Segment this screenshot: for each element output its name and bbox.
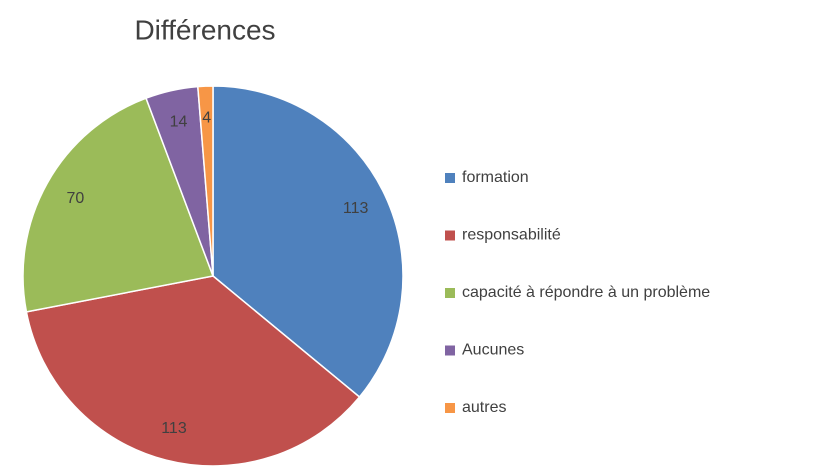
legend-swatch bbox=[445, 173, 455, 183]
data-label: 70 bbox=[66, 190, 84, 207]
chart-title: Différences bbox=[134, 14, 275, 45]
legend-label: responsabilité bbox=[462, 227, 561, 244]
legend-swatch bbox=[445, 230, 455, 241]
pie-slice bbox=[212, 85, 404, 399]
legend-label: Aucunes bbox=[462, 342, 524, 359]
legend-label: capacité à répondre à un problème bbox=[462, 284, 710, 301]
data-label: 113 bbox=[161, 420, 187, 437]
data-label: 14 bbox=[170, 113, 188, 130]
legend-swatch bbox=[445, 345, 455, 356]
legend-swatch bbox=[445, 403, 455, 413]
legend-label: formation bbox=[462, 169, 529, 186]
data-label: 113 bbox=[343, 200, 369, 217]
data-label: 4 bbox=[202, 110, 211, 127]
legend-label: autres bbox=[462, 399, 506, 416]
pie-slice bbox=[197, 85, 214, 277]
pie-slice bbox=[25, 275, 361, 467]
legend-swatch bbox=[445, 288, 455, 298]
